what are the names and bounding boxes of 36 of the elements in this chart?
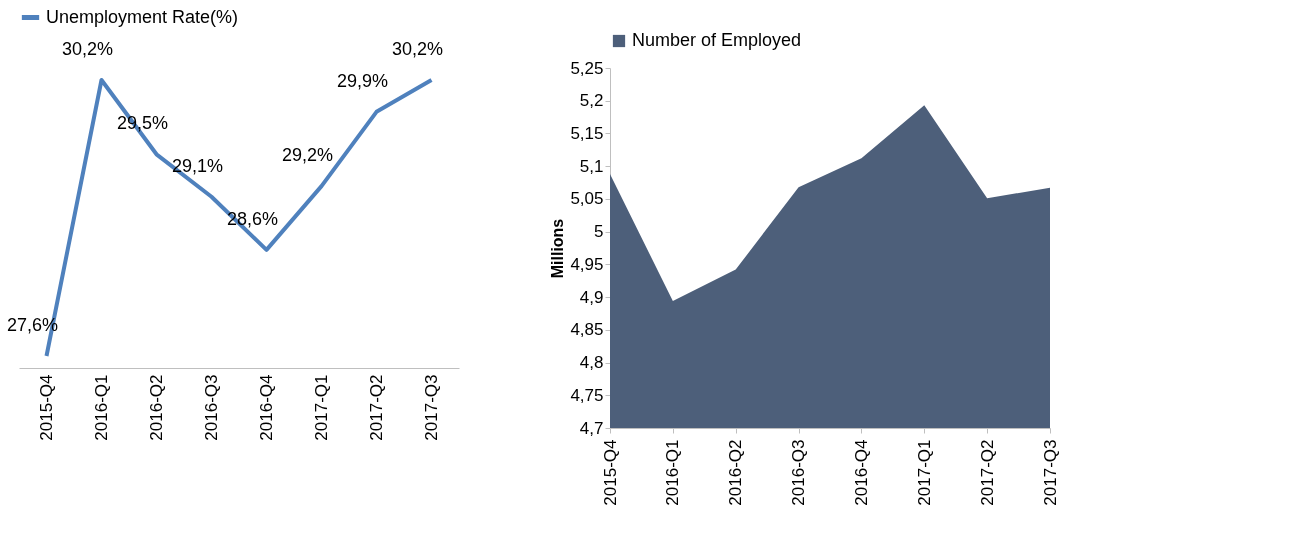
y-tick-label: 5,05 [570,189,604,209]
x-tick-label: 2017-Q1 [312,374,331,441]
y-tick-label: 5,15 [570,123,604,143]
x-tick-label: 2016-Q3 [789,439,809,506]
y-tick-label: 4,85 [570,320,604,340]
y-axis-title: Millions [549,218,567,279]
x-tick-label: 2015-Q4 [37,374,56,441]
x-tick-label: 2017-Q2 [367,374,386,441]
y-tick-label: 4,75 [570,385,604,405]
x-tick-label: 2015-Q4 [600,439,620,506]
y-tick-label: 5,2 [579,91,604,111]
data-label: 29,2% [281,145,334,166]
y-tick-label: 4,9 [579,287,604,307]
x-tick-label: 2017-Q1 [914,439,934,506]
legend-label: Unemployment Rate(%) [46,6,239,27]
data-label: 30,2% [61,39,114,59]
x-tick-label: 2016-Q1 [663,439,683,506]
data-label: 29,1% [171,155,224,176]
x-tick-label: 2016-Q4 [257,374,276,441]
x-tick-label: 2016-Q1 [92,374,111,441]
x-tick-label: 2016-Q3 [202,374,221,441]
x-tick-label: 2016-Q2 [147,374,166,441]
y-tick-label: 5 [594,222,604,242]
y-tick-label: 4,7 [579,418,604,438]
x-tick-label: 2017-Q3 [422,374,441,441]
y-tick-label: 4,8 [579,353,604,373]
x-tick-label: 2016-Q4 [851,439,871,506]
y-tick-label: 5,25 [570,58,604,78]
x-tick-label: 2017-Q3 [1040,439,1060,506]
x-tick-label: 2017-Q2 [977,439,997,506]
y-tick-label: 4,95 [570,254,604,274]
y-tick-label: 5,1 [579,156,604,176]
legend-label: Number of Employed [632,30,802,50]
x-tick-label: 2016-Q2 [726,439,746,506]
data-label: 30,2% [391,39,444,59]
data-label: 29,9% [336,70,389,91]
